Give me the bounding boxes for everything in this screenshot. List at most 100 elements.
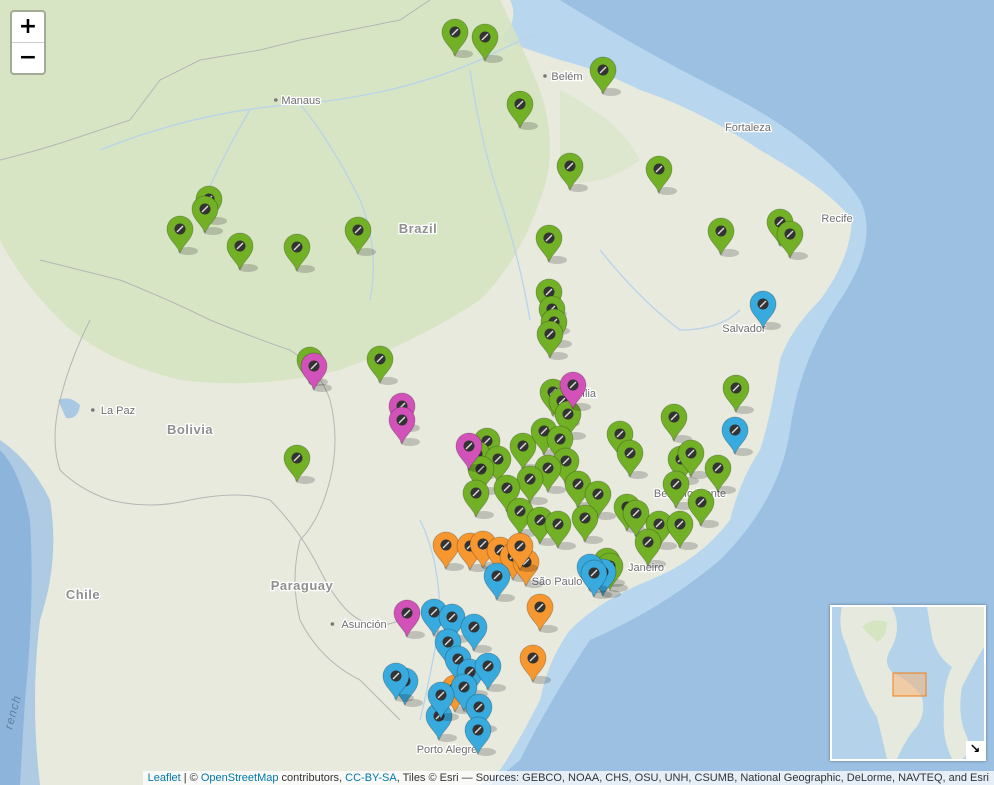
map-marker-green[interactable] bbox=[535, 224, 567, 264]
map-marker-green[interactable] bbox=[687, 488, 719, 528]
map-marker-blue[interactable] bbox=[474, 652, 506, 692]
map-marker-green[interactable] bbox=[226, 232, 258, 272]
marker-shadow bbox=[238, 264, 258, 272]
marker-shadow bbox=[378, 377, 398, 385]
marker-shadow bbox=[518, 564, 538, 572]
map-marker-green[interactable] bbox=[645, 155, 677, 195]
map-marker-green[interactable] bbox=[191, 195, 223, 235]
map-marker-green[interactable] bbox=[707, 217, 739, 257]
marker-icon-glyph bbox=[472, 489, 480, 497]
marker-icon-glyph bbox=[516, 507, 524, 515]
marker-icon-glyph bbox=[714, 464, 722, 472]
marker-icon-glyph bbox=[454, 655, 462, 663]
map-marker-green[interactable] bbox=[166, 215, 198, 255]
map-marker-blue[interactable] bbox=[721, 416, 753, 456]
map-marker-green[interactable] bbox=[344, 216, 376, 256]
marker-icon-glyph bbox=[731, 426, 739, 434]
map-marker-green[interactable] bbox=[616, 439, 648, 479]
map-marker-green[interactable] bbox=[556, 152, 588, 192]
zoom-out-button[interactable]: − bbox=[12, 42, 44, 73]
place-label: Recife bbox=[821, 213, 852, 225]
map-marker-blue[interactable] bbox=[580, 559, 612, 599]
license-link[interactable]: CC-BY-SA bbox=[345, 772, 397, 784]
minimap-africa bbox=[927, 607, 984, 759]
markers-layer[interactable] bbox=[166, 18, 808, 756]
marker-shadow bbox=[761, 322, 781, 330]
marker-shadow bbox=[568, 184, 588, 192]
map-marker-green[interactable] bbox=[462, 479, 494, 519]
place-label: Fortaleza bbox=[725, 122, 772, 134]
marker-icon-glyph bbox=[554, 520, 562, 528]
map-marker-green[interactable] bbox=[544, 510, 576, 550]
map-marker-green[interactable] bbox=[571, 504, 603, 544]
map-marker-magenta[interactable] bbox=[393, 599, 425, 639]
map-marker-green[interactable] bbox=[516, 465, 548, 505]
marker-shadow bbox=[646, 560, 666, 568]
zoom-in-button[interactable]: + bbox=[18, 14, 38, 39]
map-marker-blue[interactable] bbox=[460, 613, 492, 653]
marker-shadow bbox=[546, 486, 566, 494]
marker-icon-glyph bbox=[536, 603, 544, 611]
marker-icon-glyph bbox=[697, 498, 705, 506]
osm-link[interactable]: OpenStreetMap bbox=[200, 772, 279, 784]
leaflet-link[interactable]: Leaflet bbox=[147, 772, 181, 784]
map-marker-orange[interactable] bbox=[506, 532, 538, 572]
marker-icon-glyph bbox=[672, 480, 680, 488]
map-marker-green[interactable] bbox=[634, 528, 666, 568]
map-marker-green[interactable] bbox=[506, 90, 538, 130]
map-marker-green[interactable] bbox=[536, 320, 568, 360]
map-marker-magenta[interactable] bbox=[455, 432, 487, 472]
marker-shadow bbox=[596, 512, 616, 520]
marker-icon-glyph bbox=[481, 33, 489, 41]
map-marker-green[interactable] bbox=[283, 233, 315, 273]
map-marker-magenta[interactable] bbox=[559, 371, 591, 411]
map-marker-green[interactable] bbox=[704, 454, 736, 494]
marker-shadow bbox=[403, 699, 423, 707]
marker-icon-glyph bbox=[310, 362, 318, 370]
minimap-viewport[interactable] bbox=[892, 672, 927, 697]
map-marker-green[interactable] bbox=[441, 18, 473, 58]
map-marker-green[interactable] bbox=[666, 510, 698, 550]
marker-shadow bbox=[528, 497, 548, 505]
map-marker-green[interactable] bbox=[589, 56, 621, 96]
map-marker-blue[interactable] bbox=[427, 681, 459, 721]
map-marker-blue[interactable] bbox=[464, 716, 496, 756]
map-marker-magenta[interactable] bbox=[388, 406, 420, 446]
map-marker-green[interactable] bbox=[283, 444, 315, 484]
map-marker-orange[interactable] bbox=[519, 644, 551, 684]
marker-icon-glyph bbox=[526, 475, 534, 483]
map-marker-blue[interactable] bbox=[483, 562, 515, 602]
map-marker-green[interactable] bbox=[366, 345, 398, 385]
marker-icon-glyph bbox=[376, 355, 384, 363]
map-marker-orange[interactable] bbox=[432, 531, 464, 571]
map-marker-blue[interactable] bbox=[749, 290, 781, 330]
zoom-control: + − bbox=[10, 10, 46, 75]
map-marker-green[interactable] bbox=[584, 480, 616, 520]
map-marker-green[interactable] bbox=[645, 510, 677, 550]
marker-icon-glyph bbox=[599, 66, 607, 74]
map-marker-green[interactable] bbox=[660, 403, 692, 443]
marker-shadow bbox=[689, 471, 709, 479]
marker-shadow bbox=[486, 684, 506, 692]
marker-icon-glyph bbox=[475, 703, 483, 711]
map-marker-green[interactable] bbox=[662, 470, 694, 510]
minimap-toggle-icon[interactable]: ↘ bbox=[966, 741, 984, 759]
marker-shadow bbox=[547, 256, 567, 264]
marker-shadow bbox=[400, 438, 420, 446]
minimap[interactable]: ↘ bbox=[830, 605, 986, 761]
map-marker-blue[interactable] bbox=[382, 662, 414, 702]
marker-icon-glyph bbox=[545, 288, 553, 296]
map-marker-orange[interactable] bbox=[526, 593, 558, 633]
marker-shadow bbox=[678, 542, 698, 550]
map-marker-magenta[interactable] bbox=[300, 352, 332, 392]
map-marker-green[interactable] bbox=[776, 220, 808, 260]
map-marker-green[interactable] bbox=[677, 439, 709, 479]
marker-shadow bbox=[601, 88, 621, 96]
map-marker-green[interactable] bbox=[506, 497, 538, 537]
map-marker-green[interactable] bbox=[471, 23, 503, 63]
marker-icon-glyph bbox=[496, 546, 504, 554]
map-marker-blue[interactable] bbox=[425, 702, 457, 742]
marker-icon-glyph bbox=[676, 520, 684, 528]
map-marker-green[interactable] bbox=[722, 374, 754, 414]
